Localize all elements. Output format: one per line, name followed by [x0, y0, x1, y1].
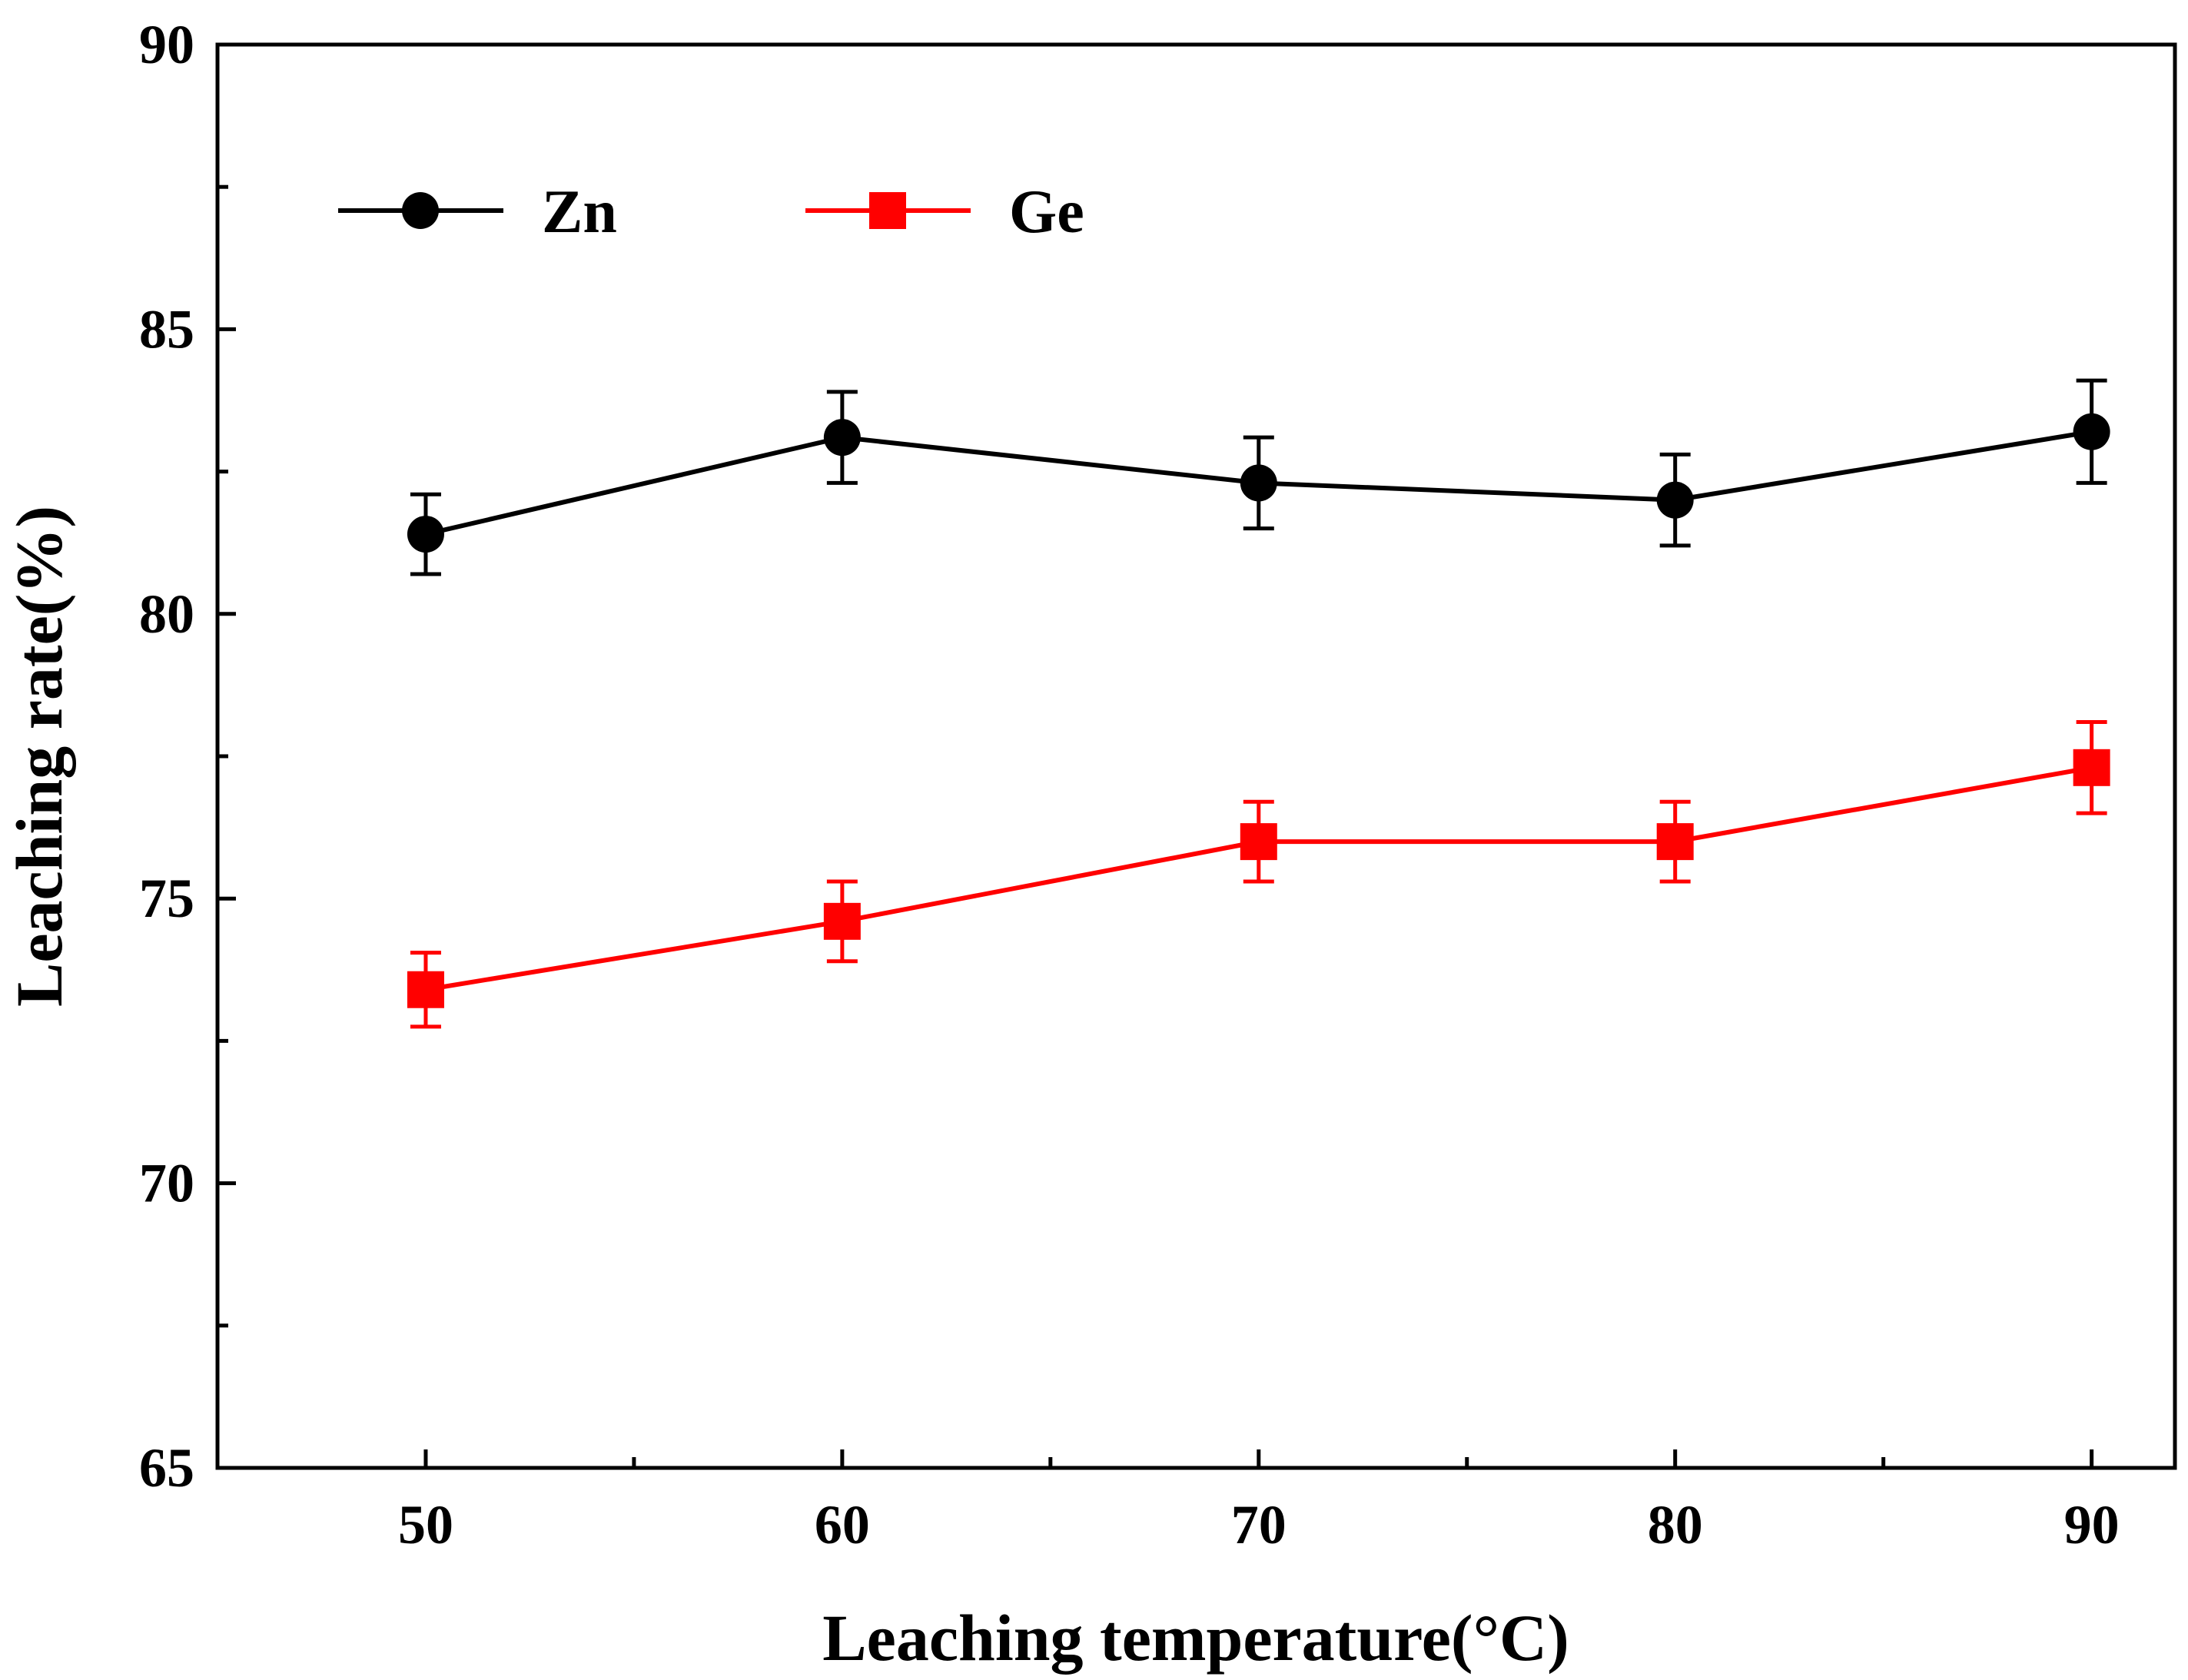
y-tick-label: 75 [139, 868, 194, 929]
y-tick-label: 85 [139, 298, 194, 360]
y-tick-label: 90 [139, 14, 194, 75]
legend-zn-label: Zn [542, 178, 617, 246]
series-zn [407, 378, 2110, 576]
y-tick-label: 65 [139, 1437, 194, 1499]
series-ge [407, 720, 2110, 1029]
series-layer [407, 378, 2110, 1029]
legend-ge-marker [869, 192, 906, 229]
legend: Zn Ge [338, 178, 1084, 246]
x-tick-label: 90 [2064, 1494, 2120, 1555]
data-point-zn [407, 516, 444, 553]
data-point-zn [1656, 481, 1694, 519]
x-tick-label: 60 [815, 1494, 870, 1555]
legend-ge-label: Ge [1009, 178, 1084, 246]
y-tick-label: 70 [139, 1153, 194, 1214]
data-point-zn [2073, 413, 2110, 450]
x-axis-title: Leaching temperature(°C) [822, 1601, 1569, 1675]
legend-zn-marker [402, 192, 439, 229]
data-point-ge [1240, 823, 1277, 861]
data-point-ge [823, 902, 861, 940]
x-tick-label: 50 [398, 1494, 453, 1555]
data-point-ge [1656, 823, 1694, 861]
data-point-ge [407, 971, 444, 1008]
x-tick-label: 80 [1648, 1494, 1703, 1555]
axis-ticks [217, 42, 2094, 1470]
data-point-zn [823, 419, 861, 457]
y-tick-label: 80 [139, 583, 194, 645]
tick-labels: 50 60 70 80 90 65 70 75 80 85 90 [139, 14, 2120, 1555]
data-point-ge [2073, 749, 2110, 786]
data-point-zn [1240, 464, 1277, 502]
y-axis-title: Leaching rate(%) [2, 506, 76, 1007]
x-tick-label: 70 [1231, 1494, 1287, 1555]
